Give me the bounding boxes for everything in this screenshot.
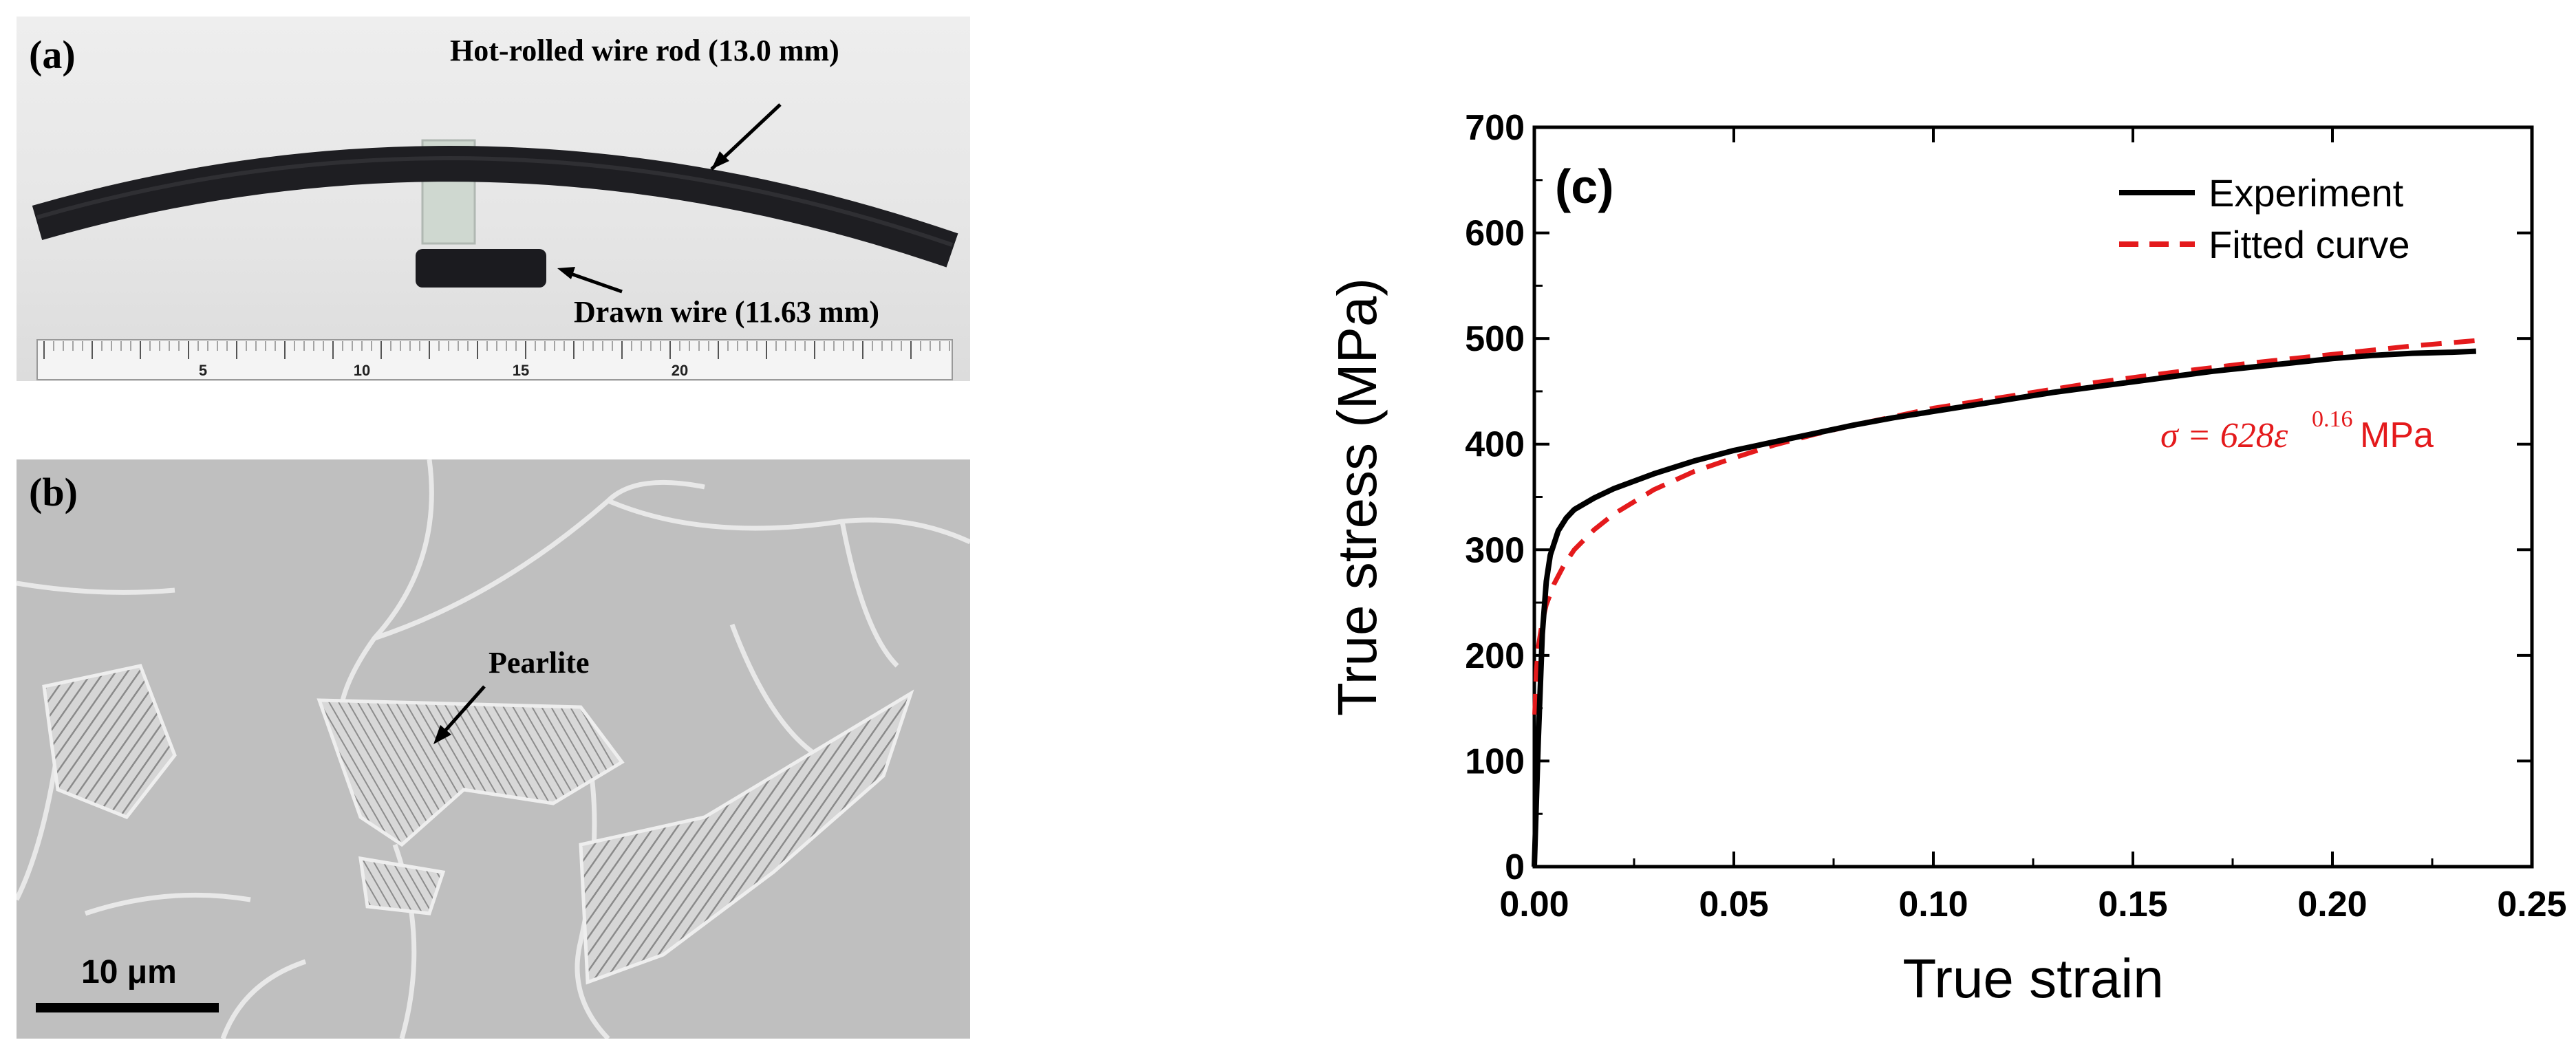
arrow-pearlite: [440, 685, 486, 736]
panel-a-letter: (a): [29, 32, 76, 77]
ruler: 5 10 15 20: [36, 339, 953, 380]
ruler-number: 5: [199, 362, 207, 379]
equation-main: σ = 628ε: [2160, 416, 2288, 455]
wire-samples-illustration: 5 10 15 20: [32, 103, 958, 380]
legend: Experiment Fitted curve: [2119, 171, 2410, 266]
y-tick-label: 700: [1465, 108, 1525, 148]
wire-samples-photo: 5 10 15 20 (a) Hot-rolled wire rod (13.0 mm…: [17, 17, 970, 381]
legend-label-fitted: Fitted curve: [2209, 223, 2410, 266]
pearlite-micrograph: [17, 459, 970, 1039]
x-tick-label: 0.15: [2098, 885, 2167, 924]
label-drawn-wire: Drawn wire (11.63 mm): [574, 295, 879, 329]
label-hot-rolled-rod: Hot-rolled wire rod (13.0 mm): [450, 34, 839, 67]
scale-bar-label: 10 μm: [81, 954, 177, 990]
pearlite-colony: [579, 689, 914, 985]
y-tick-label: 400: [1465, 425, 1525, 465]
pearlite-colony: [358, 856, 446, 915]
pearlite-colony: [316, 698, 625, 847]
ruler-number: 10: [354, 362, 370, 379]
x-axis-title: True strain: [1902, 948, 2163, 1009]
equation-unit: MPa: [2360, 415, 2434, 455]
y-axis-title: True stress (MPa): [1327, 278, 1388, 716]
x-tick-label: 0.00: [1499, 885, 1569, 924]
panel-c-letter: (c): [1555, 160, 1614, 213]
chart-svg: 0.00 0.05 0.10 0.15 0.20 0.25 0 100 200 300 400 500…: [1327, 108, 2567, 1009]
pearlite-colony: [42, 664, 177, 820]
equation-exponent: 0.16: [2312, 407, 2353, 432]
fit-equation: σ = 628ε 0.16 MPa: [2160, 407, 2434, 455]
x-tick-label: 0.25: [2497, 885, 2566, 924]
label-pearlite: Pearlite: [489, 646, 590, 680]
series-experiment-line: [1532, 348, 2476, 867]
arrow-drawn: [566, 270, 623, 294]
y-tick-label: 600: [1465, 214, 1525, 254]
y-tick-label: 200: [1465, 636, 1525, 676]
y-tick-label: 0: [1505, 847, 1525, 887]
y-tick-label: 100: [1465, 741, 1525, 781]
x-tick-label: 0.05: [1699, 885, 1768, 924]
legend-label-experiment: Experiment: [2209, 171, 2404, 215]
ruler-number: 15: [513, 362, 529, 379]
panel-b-letter: (b): [29, 470, 78, 514]
x-tick-label: 0.10: [1898, 885, 1968, 924]
ruler-number: 20: [672, 362, 688, 379]
y-tick-label: 300: [1465, 530, 1525, 570]
series-fitted-line: [1532, 338, 2477, 715]
micrograph-photo: (b) Pearlite 10 μm: [17, 459, 970, 1039]
hot-rolled-rod: [32, 146, 958, 268]
scale-bar: [36, 1003, 219, 1012]
y-tick-label: 500: [1465, 319, 1525, 359]
drawn-wire: [416, 249, 546, 288]
x-tick-label: 0.20: [2297, 885, 2367, 924]
stress-strain-chart: 0.00 0.05 0.10 0.15 0.20 0.25 0 100 200 300 400 500…: [1307, 89, 2576, 1051]
